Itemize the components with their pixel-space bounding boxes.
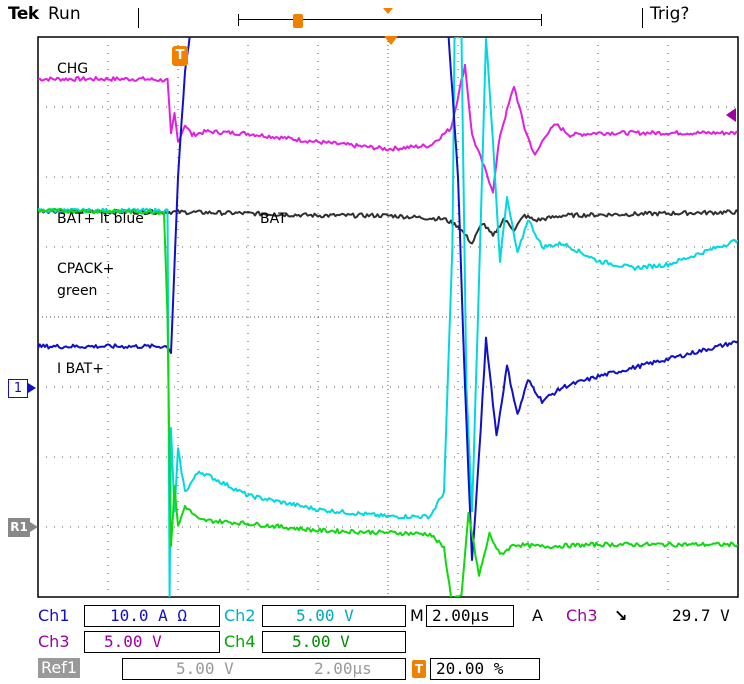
ch4-scale: 5.00 V <box>292 632 350 651</box>
run-state: Run <box>48 4 81 24</box>
trace-ch2 <box>38 37 738 597</box>
ch2-scale-box[interactable] <box>262 605 406 627</box>
trig-source[interactable]: Ch3 <box>566 606 598 625</box>
acq-label: A <box>532 606 543 625</box>
annotation-green: green <box>57 283 98 299</box>
brand-logo: Tek <box>8 4 39 24</box>
ch1-marker-icon[interactable]: 1 <box>8 379 28 398</box>
ref1-marker-icon[interactable]: R1 <box>8 518 30 537</box>
graticule <box>37 36 739 598</box>
ch4-label[interactable]: Ch4 <box>224 632 256 651</box>
ch3-label[interactable]: Ch3 <box>38 632 70 651</box>
ch1-marker-arrow-icon <box>28 383 36 393</box>
header-divider-left <box>138 8 139 28</box>
waveform-traces <box>38 37 738 597</box>
ref1-marker-arrow-icon <box>30 522 38 532</box>
timebase-box[interactable] <box>426 605 514 627</box>
ch1-label[interactable]: Ch1 <box>38 606 70 625</box>
ch2-label[interactable]: Ch2 <box>224 606 256 625</box>
annotation-bat: BAT <box>260 211 287 227</box>
trig-level[interactable]: 29.7 V <box>672 606 730 625</box>
record-bar[interactable] <box>238 14 542 26</box>
annotation-bat-lt-blue: BAT+ lt blue <box>57 211 144 227</box>
annotation-cpack: CPACK+ <box>57 261 115 277</box>
ref1-scale-box[interactable] <box>122 658 406 680</box>
trigger-position-icon <box>384 36 398 45</box>
annotation-chg: CHG <box>57 61 89 77</box>
ch1-scale-box[interactable] <box>84 605 220 627</box>
trig-position-badge-icon: T <box>412 660 426 678</box>
record-trigger-icon <box>293 14 303 28</box>
header-divider-right <box>642 8 643 28</box>
trig-slope-icon: ↘ <box>614 606 628 625</box>
ch3-scale: 5.00 V <box>104 632 162 651</box>
trace-ch3 <box>38 63 738 194</box>
ref1-time: 2.00μs <box>314 659 372 678</box>
record-pointer-icon <box>383 8 393 14</box>
ref1-label[interactable]: Ref1 <box>38 658 81 678</box>
trace-ch4 <box>38 207 738 597</box>
ch1-scale: 10.0 A Ω <box>110 606 188 625</box>
trigger-level-icon <box>726 108 736 122</box>
ch2-scale: 5.00 V <box>296 606 354 625</box>
ref1-scale: 5.00 V <box>176 659 234 678</box>
trace-ch1 <box>38 37 738 561</box>
trigger-status: Trig? <box>650 4 690 24</box>
trig-position-box[interactable] <box>430 658 540 680</box>
timebase-value: 2.00μs <box>432 606 490 625</box>
ch4-scale-box[interactable] <box>262 631 406 653</box>
timebase-label: M <box>410 606 424 625</box>
annotation-ibat: I BAT+ <box>57 361 104 377</box>
ch3-scale-box[interactable] <box>84 631 220 653</box>
trig-position: 20.00 % <box>436 659 504 678</box>
trigger-badge-icon: T <box>172 46 188 66</box>
